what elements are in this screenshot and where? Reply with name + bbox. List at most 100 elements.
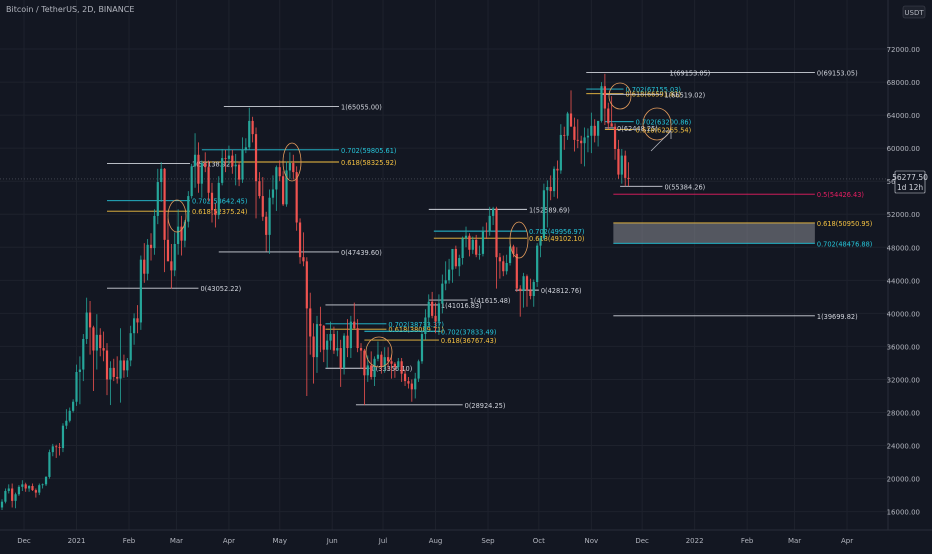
candle-body: [65, 420, 68, 426]
candle-body: [163, 168, 166, 240]
price-axis-background: [888, 0, 932, 550]
x-tick-label: Oct: [533, 537, 545, 545]
candle-body: [617, 148, 620, 175]
candle-body: [485, 230, 488, 232]
x-tick-label: Apr: [841, 537, 853, 545]
candle-body: [315, 324, 319, 358]
candle-body: [224, 158, 227, 159]
candle-body: [620, 155, 623, 175]
candle-body: [292, 163, 295, 173]
fib-level-label: 0.702(59805.61): [341, 147, 396, 155]
fib-level-label: 1(41615.48): [470, 297, 511, 305]
candle-body: [373, 358, 376, 377]
fib-level-label: 1(65055.00): [341, 103, 382, 111]
candle-body: [424, 317, 427, 335]
candle-body: [177, 226, 180, 244]
candle-body: [214, 210, 217, 216]
candle-body: [481, 230, 485, 254]
candle-body: [593, 125, 596, 136]
candle-body: [72, 401, 75, 411]
y-tick-label: 60000.00: [887, 145, 920, 153]
x-tick-label: Aug: [429, 537, 443, 545]
candle-body: [85, 312, 88, 339]
candle-body: [234, 164, 237, 167]
x-tick-label: Sep: [481, 537, 495, 545]
highlight-circle: [642, 107, 672, 141]
candle-body: [7, 488, 10, 491]
candle-body: [346, 335, 349, 349]
candle-body: [492, 208, 495, 216]
candle-body: [525, 276, 529, 291]
candle-body: [434, 315, 437, 322]
y-tick-label: 68000.00: [887, 79, 920, 87]
candle-body: [122, 360, 126, 371]
x-tick-label: Mar: [788, 537, 801, 545]
candle-body: [397, 361, 400, 368]
candle-body: [193, 154, 197, 167]
candle-body: [261, 196, 264, 217]
candle-body: [88, 312, 92, 328]
candle-body: [254, 134, 258, 182]
candle-body: [332, 334, 336, 351]
candle-body: [437, 303, 441, 322]
current-price-tag: 56277.50 1d 12h: [892, 170, 928, 194]
currency-badge[interactable]: USDT: [902, 5, 926, 19]
candle-body: [146, 244, 149, 274]
y-tick-label: 44000.00: [887, 277, 920, 285]
candle-body: [586, 135, 590, 138]
candle-body: [302, 257, 305, 262]
candle-body: [607, 108, 610, 124]
candle-body: [78, 369, 82, 373]
fib-level-label: 0.702(63200.86): [636, 119, 691, 127]
candle-body: [549, 186, 552, 192]
candle-body: [349, 321, 352, 349]
candle-body: [14, 494, 17, 501]
x-tick-label: May: [272, 537, 286, 545]
y-tick-label: 40000.00: [887, 310, 920, 318]
candle-body: [336, 348, 339, 351]
candle-body: [31, 486, 34, 491]
projection-arrowhead: [663, 130, 672, 139]
fib-level-label: 0(55384.26): [664, 183, 705, 191]
fib-level-label: 0.618(36767.43): [441, 337, 496, 345]
candle-body: [221, 158, 224, 183]
candle-body: [17, 486, 21, 495]
candle-body: [99, 334, 102, 349]
candle-body: [244, 147, 247, 150]
candle-body: [353, 321, 356, 329]
annotation-layer: [167, 82, 672, 368]
candle-body: [109, 367, 112, 380]
candle-body: [143, 259, 146, 274]
candle-body: [380, 354, 383, 368]
fib-level-label: 0.5(54426.43): [817, 191, 864, 199]
candle-body: [464, 235, 468, 239]
candle-body: [519, 288, 522, 292]
fib-level-label: 0.618(49102.10): [529, 235, 584, 243]
candle-body: [197, 154, 200, 184]
candle-body: [187, 196, 190, 222]
candle-body: [552, 168, 556, 192]
candle-body: [410, 383, 413, 390]
candle-body: [522, 276, 525, 292]
candle-body: [275, 167, 278, 190]
candle-body: [241, 149, 244, 180]
candle-body: [258, 181, 261, 197]
candle-body: [529, 290, 532, 297]
candle-body: [82, 338, 85, 370]
fib-level-label: 0(42812.76): [541, 287, 582, 295]
candle-body: [454, 248, 457, 267]
current-price-label: 56277.50: [892, 173, 928, 182]
target-zone: [613, 222, 815, 244]
candle-body: [580, 140, 583, 144]
candle-body: [248, 120, 251, 148]
candle-body: [105, 350, 109, 380]
candle-body: [393, 363, 396, 368]
candle-body: [417, 361, 420, 379]
candle-body: [61, 425, 65, 449]
candle-body: [112, 367, 115, 377]
candle-body: [387, 357, 390, 362]
fib-level-label: 0(43052.22): [200, 285, 241, 293]
